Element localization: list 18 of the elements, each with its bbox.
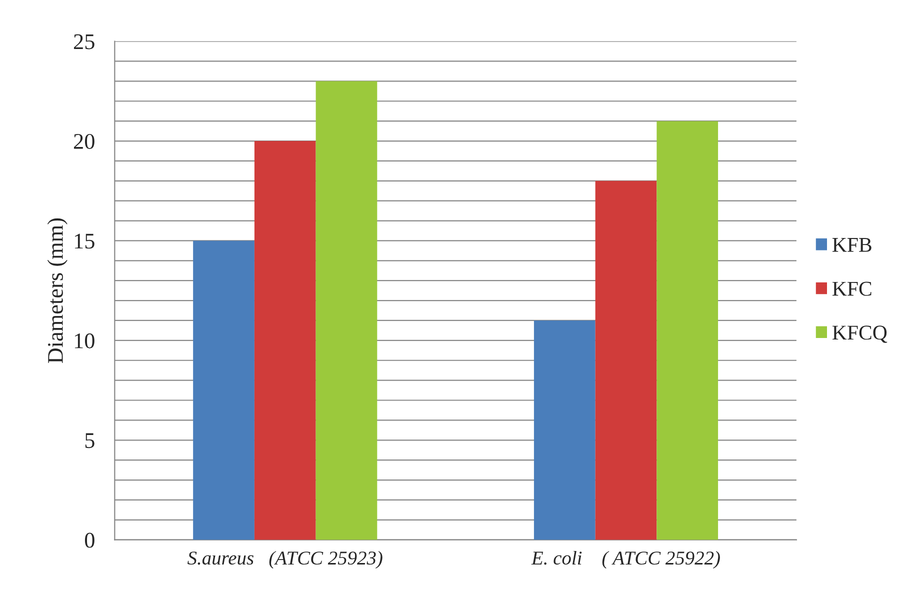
legend-label: KFC [832,282,872,296]
y-tick-label: 15 [74,234,94,249]
y-axis-title: Diameters (mm) [47,218,68,364]
y-tick-label: 20 [74,134,94,149]
bar [254,141,316,540]
bar [534,320,596,540]
legend-label: KFCQ [832,326,888,343]
x-tick-label: E. coli ( ATCC 25922) [531,550,720,569]
x-tick-label: S.aureus (ATCC 25923) [188,550,382,569]
y-tick-label: 25 [74,34,94,50]
bar [595,180,657,540]
y-tick-label: 5 [85,433,94,448]
bar [193,240,254,540]
y-tick-label: 0 [84,532,94,548]
y-tick-label: 10 [74,333,94,348]
bar [656,121,718,540]
legend-label: KFB [832,238,872,252]
bar [316,81,378,540]
